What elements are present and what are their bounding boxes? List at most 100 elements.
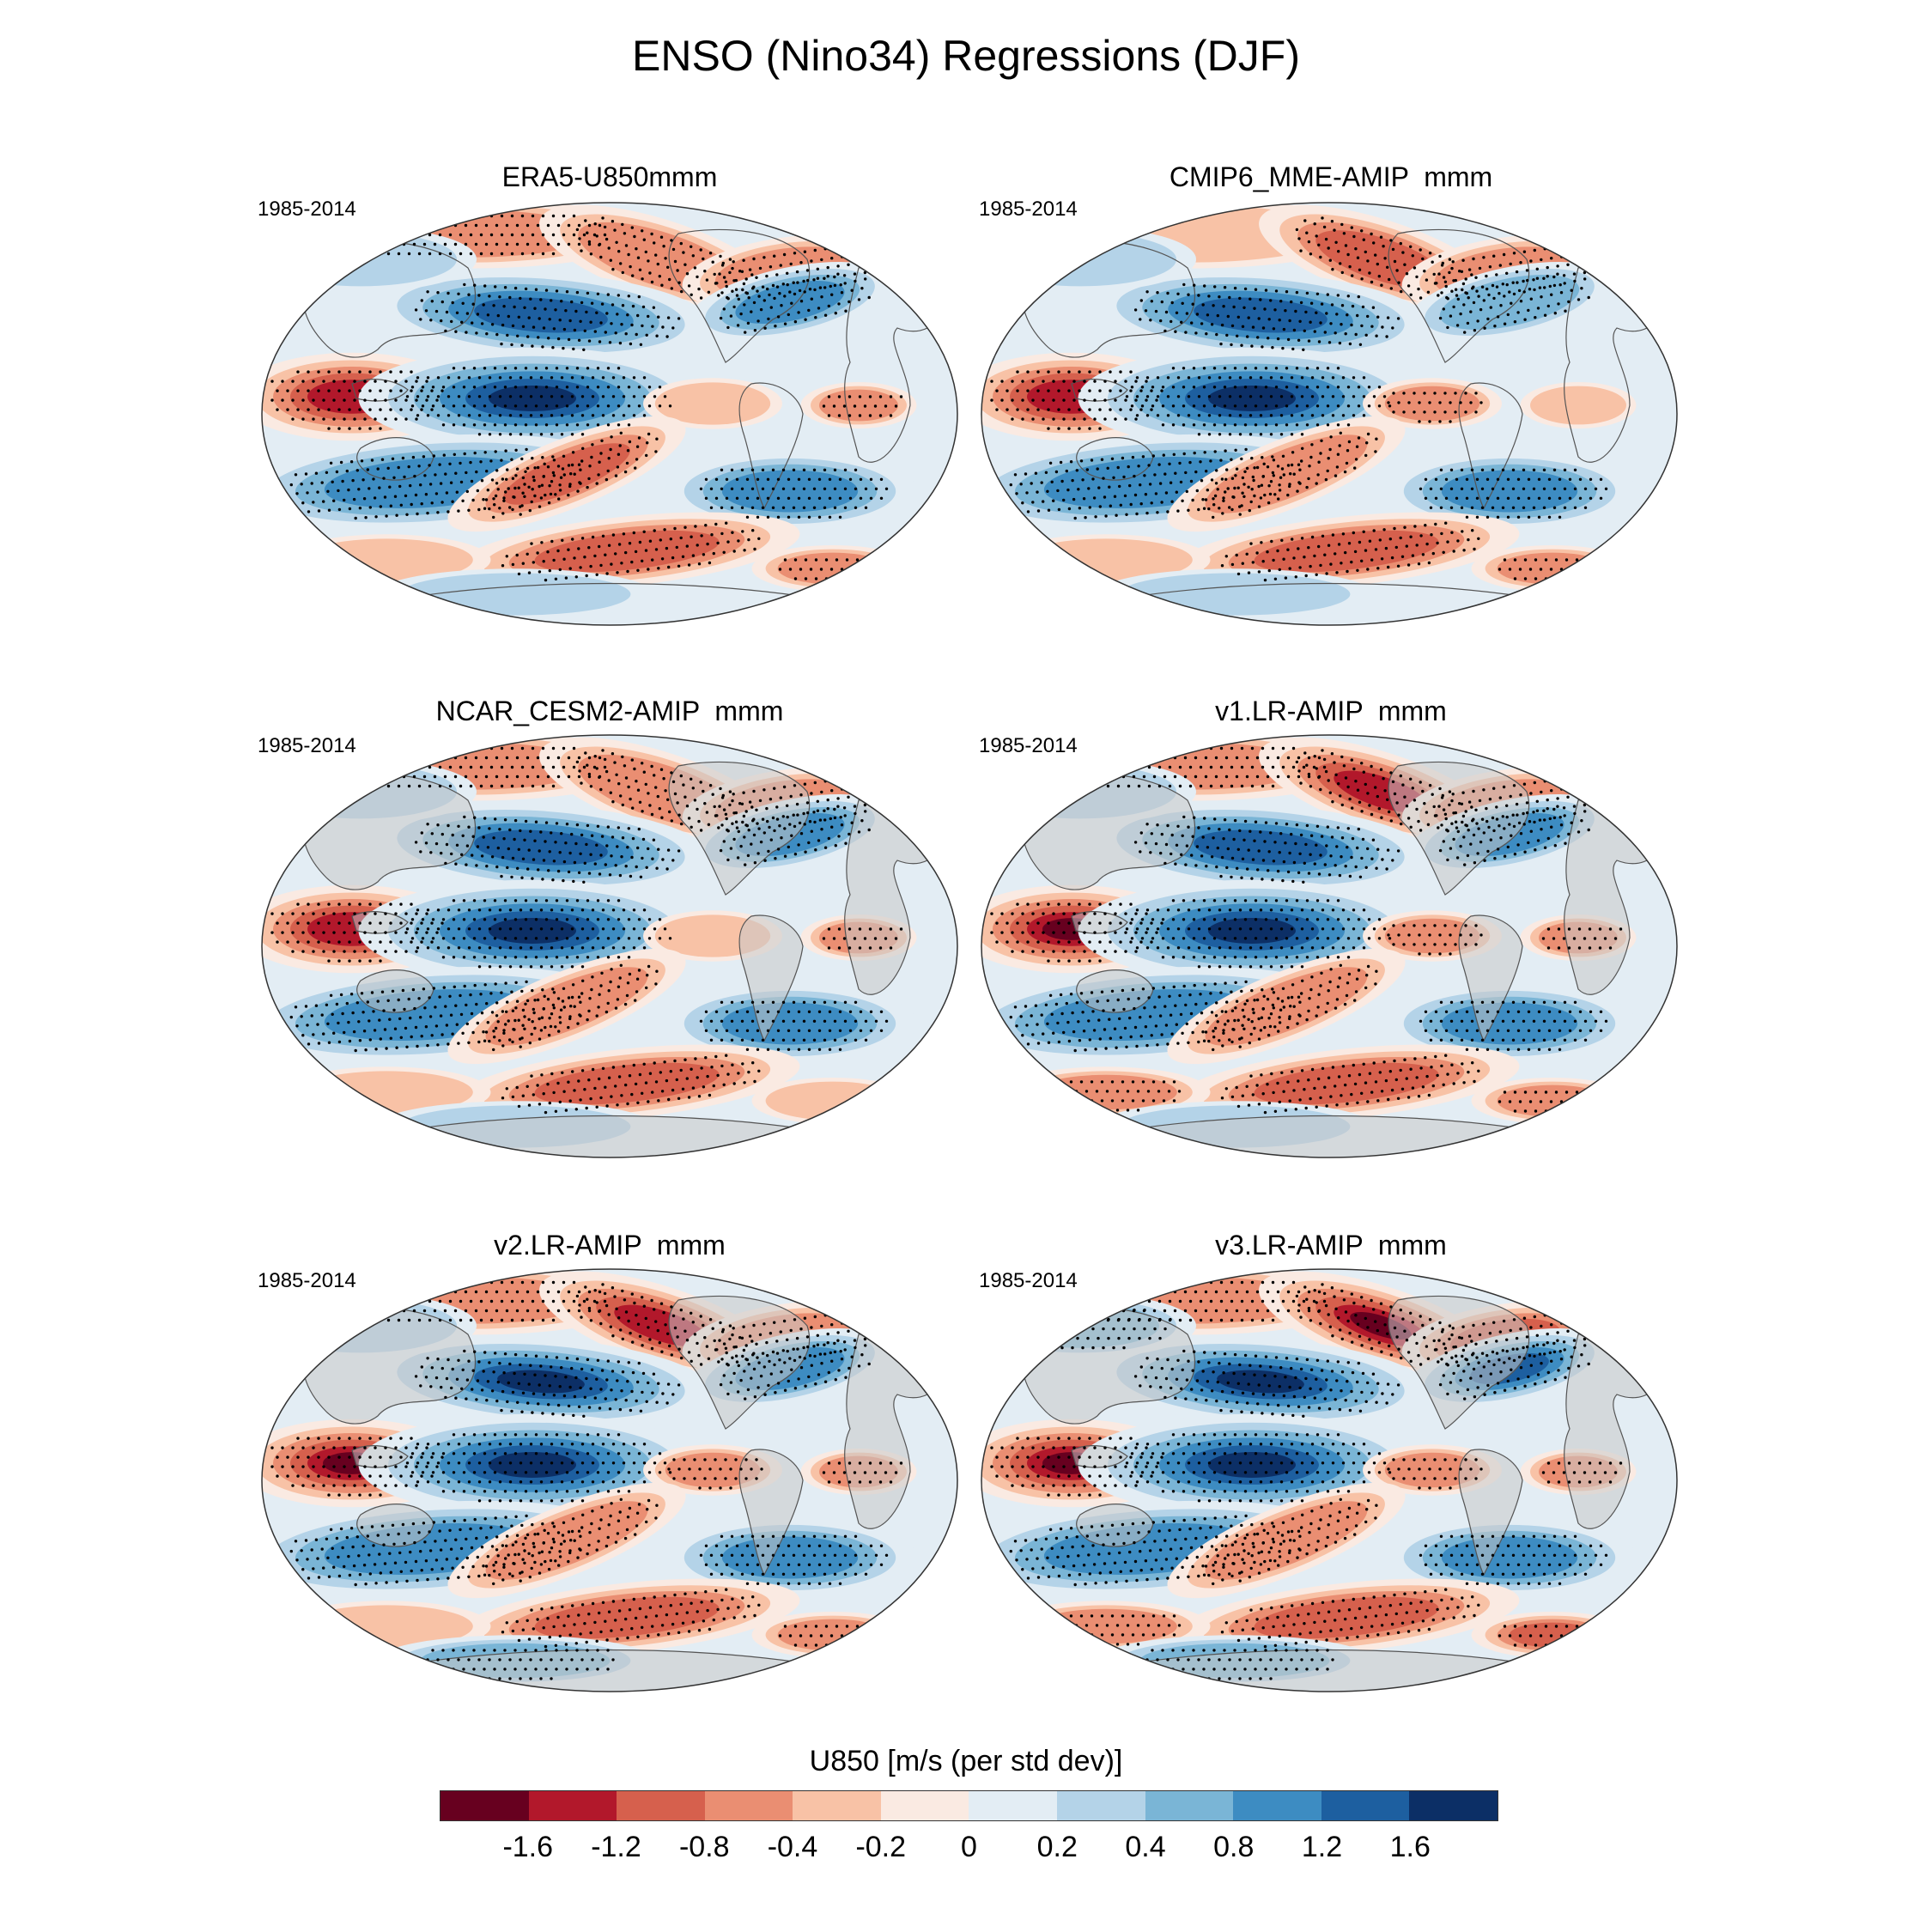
panel-title-v1-lr: v1.LR-AMIP mmm <box>1215 696 1447 726</box>
map-field <box>262 735 957 1157</box>
map-frame <box>981 734 1678 1158</box>
anomaly-contour <box>489 386 576 411</box>
coastline <box>668 761 811 896</box>
anomaly-contour <box>1194 297 1327 333</box>
significance-stippling <box>990 216 1615 582</box>
colorbar-tick-label: -0.2 <box>855 1831 907 1863</box>
anomaly-contour <box>1217 1370 1304 1394</box>
anomaly-contour <box>1194 829 1327 866</box>
colorbar-tick-label: -1.6 <box>502 1831 554 1863</box>
period-label-v1-lr: 1985-2014 <box>979 734 1078 757</box>
coastline <box>668 228 811 363</box>
map-field <box>981 735 1677 1157</box>
panel-title-ncar-cesm2: NCAR_CESM2-AMIP mmm <box>435 696 784 726</box>
map-field <box>262 203 957 625</box>
colorbar-swatch <box>1145 1791 1234 1820</box>
coastline <box>351 379 409 402</box>
anomaly-contour <box>1509 1622 1596 1648</box>
coastline <box>1388 761 1530 896</box>
colorbar-swatch <box>793 1791 881 1820</box>
colorbar-tick-label: 0.4 <box>1125 1831 1166 1863</box>
anomaly-contour <box>1208 1452 1296 1478</box>
map-frame <box>981 202 1678 626</box>
colorbar-swatch <box>617 1791 705 1820</box>
anomaly-contour <box>1254 1062 1439 1105</box>
significance-stippling <box>270 1280 903 1680</box>
colorbar-swatch <box>1321 1791 1410 1820</box>
coastline <box>1071 379 1128 402</box>
coastline <box>356 969 434 1013</box>
coastline <box>356 1504 434 1547</box>
anomaly-contour <box>984 232 1176 287</box>
period-label-v3-lr: 1985-2014 <box>979 1269 1078 1292</box>
anomaly-contour <box>474 297 608 333</box>
anomaly-contour <box>1035 1608 1177 1644</box>
regression-map-cmip6-mme <box>981 202 1678 626</box>
anomaly-contour <box>497 1370 585 1394</box>
regression-map-ncar-cesm2 <box>261 734 958 1158</box>
anomaly-contour <box>1441 1002 1578 1045</box>
anomaly-contour <box>654 382 771 425</box>
anomaly-contour <box>1208 386 1296 411</box>
colorbar-tick-label: -0.8 <box>678 1831 730 1863</box>
colorbar-swatch <box>880 1791 969 1820</box>
significance-stippling <box>270 746 903 1115</box>
anomaly-contour <box>503 443 630 505</box>
coastline <box>668 1295 811 1430</box>
anomaly-contour <box>1530 386 1626 425</box>
colorbar-swatch <box>440 1791 529 1820</box>
coastline <box>1021 240 1195 358</box>
colorbar-tick-label: -0.4 <box>767 1831 818 1863</box>
anomaly-contour <box>1497 552 1608 585</box>
anomaly-contour <box>1441 470 1578 513</box>
regression-map-era5 <box>261 202 958 626</box>
colorbar-label: U850 [m/s (per std dev)] <box>809 1745 1123 1777</box>
regression-map-v3-lr <box>981 1268 1678 1692</box>
anomaly-contour <box>534 530 720 573</box>
map-frame <box>261 734 958 1158</box>
coastline <box>1076 437 1154 481</box>
anomaly-contour <box>534 1062 720 1105</box>
colorbar-tick-label: 0.8 <box>1213 1831 1255 1863</box>
map-frame <box>981 1268 1678 1692</box>
panel-title-v2-lr: v2.LR-AMIP mmm <box>494 1230 726 1261</box>
map-field <box>981 1269 1677 1692</box>
anomaly-contour <box>1208 918 1296 944</box>
colorbar-swatch <box>704 1791 793 1820</box>
anomaly-contour <box>1205 1501 1368 1580</box>
coastline <box>301 240 476 358</box>
map-frame <box>261 202 958 626</box>
coastline <box>1388 1295 1530 1430</box>
colorbar-swatch <box>969 1791 1058 1820</box>
regression-map-v2-lr <box>261 1268 958 1692</box>
figure-title: ENSO (Nino34) Regressions (DJF) <box>632 32 1300 80</box>
map-field <box>981 203 1677 625</box>
anomaly-contour <box>485 1501 648 1580</box>
anomaly-contour <box>1497 1084 1608 1117</box>
anomaly-contour <box>1254 530 1439 573</box>
coastline <box>1076 1504 1154 1547</box>
colorbar-tick-label: 1.6 <box>1389 1831 1431 1863</box>
anomaly-contour <box>489 918 576 944</box>
coastline <box>356 437 434 481</box>
map-field <box>262 1269 957 1692</box>
colorbar-tick-label: -1.2 <box>591 1831 641 1863</box>
colorbar-tick-label: 1.2 <box>1301 1831 1343 1863</box>
anomaly-contour <box>721 470 859 513</box>
anomaly-contour <box>721 1002 859 1045</box>
anomaly-contour <box>474 829 608 866</box>
anomaly-contour <box>777 552 889 585</box>
colorbar-swatch <box>1057 1791 1145 1820</box>
anomaly-contour <box>1441 1536 1578 1579</box>
anomaly-contour <box>1254 1596 1439 1639</box>
anomaly-contour <box>721 1536 859 1579</box>
period-label-ncar-cesm2: 1985-2014 <box>258 734 356 757</box>
anomaly-contour <box>1205 967 1368 1046</box>
panel-title-cmip6-mme: CMIP6_MME-AMIP mmm <box>1169 161 1493 192</box>
colorbar-tick-label: 0 <box>961 1831 977 1863</box>
colorbar-swatch <box>528 1791 617 1820</box>
coastline <box>1388 228 1530 363</box>
anomaly-contour <box>765 1081 901 1121</box>
anomaly-contour <box>534 1596 720 1639</box>
coastline <box>1076 969 1154 1013</box>
